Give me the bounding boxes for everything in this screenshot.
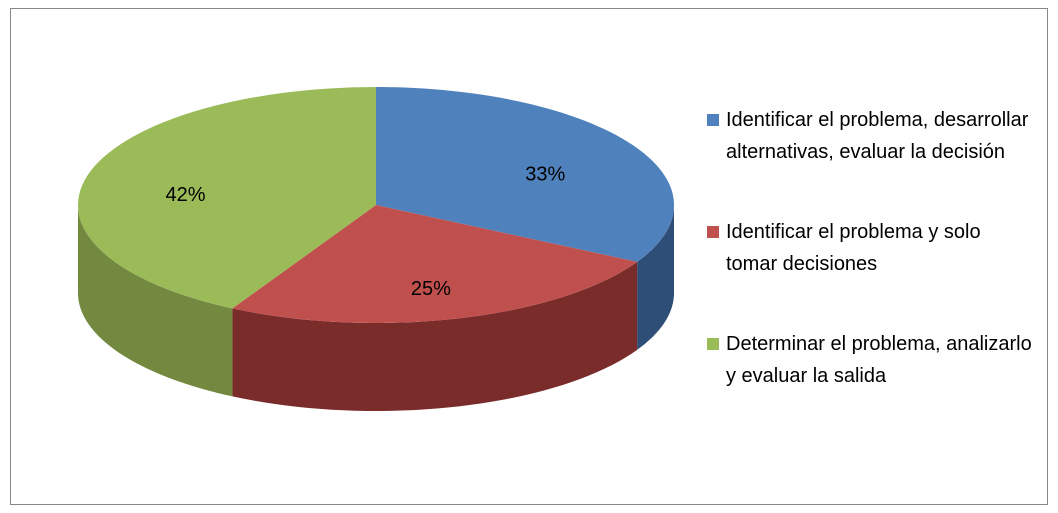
legend-label: Identificar el problema y solo tomar dec… [726,221,981,275]
data-label: 42% [165,184,205,206]
legend-item: Identificar el problema, desarrollar alt… [707,104,1037,168]
legend-swatch [707,114,719,126]
legend-item: Identificar el problema y solo tomar dec… [707,216,1037,280]
pie-slice [78,87,376,309]
data-label: 33% [525,164,565,186]
legend-swatch [707,338,719,350]
legend-swatch [707,226,719,238]
pie-side [637,205,674,350]
legend-label: Identificar el problema, desarrollar alt… [726,109,1029,163]
pie-slice [376,87,675,262]
data-label: 25% [411,278,451,300]
pie: 33% 25% 42% [78,87,675,411]
legend-item: Determinar el problema, analizarlo y eva… [707,328,1037,392]
legend-label: Determinar el problema, analizarlo y eva… [726,333,1032,387]
pie-side [232,261,638,411]
pie-slice [232,205,638,323]
pie-side [78,205,233,397]
